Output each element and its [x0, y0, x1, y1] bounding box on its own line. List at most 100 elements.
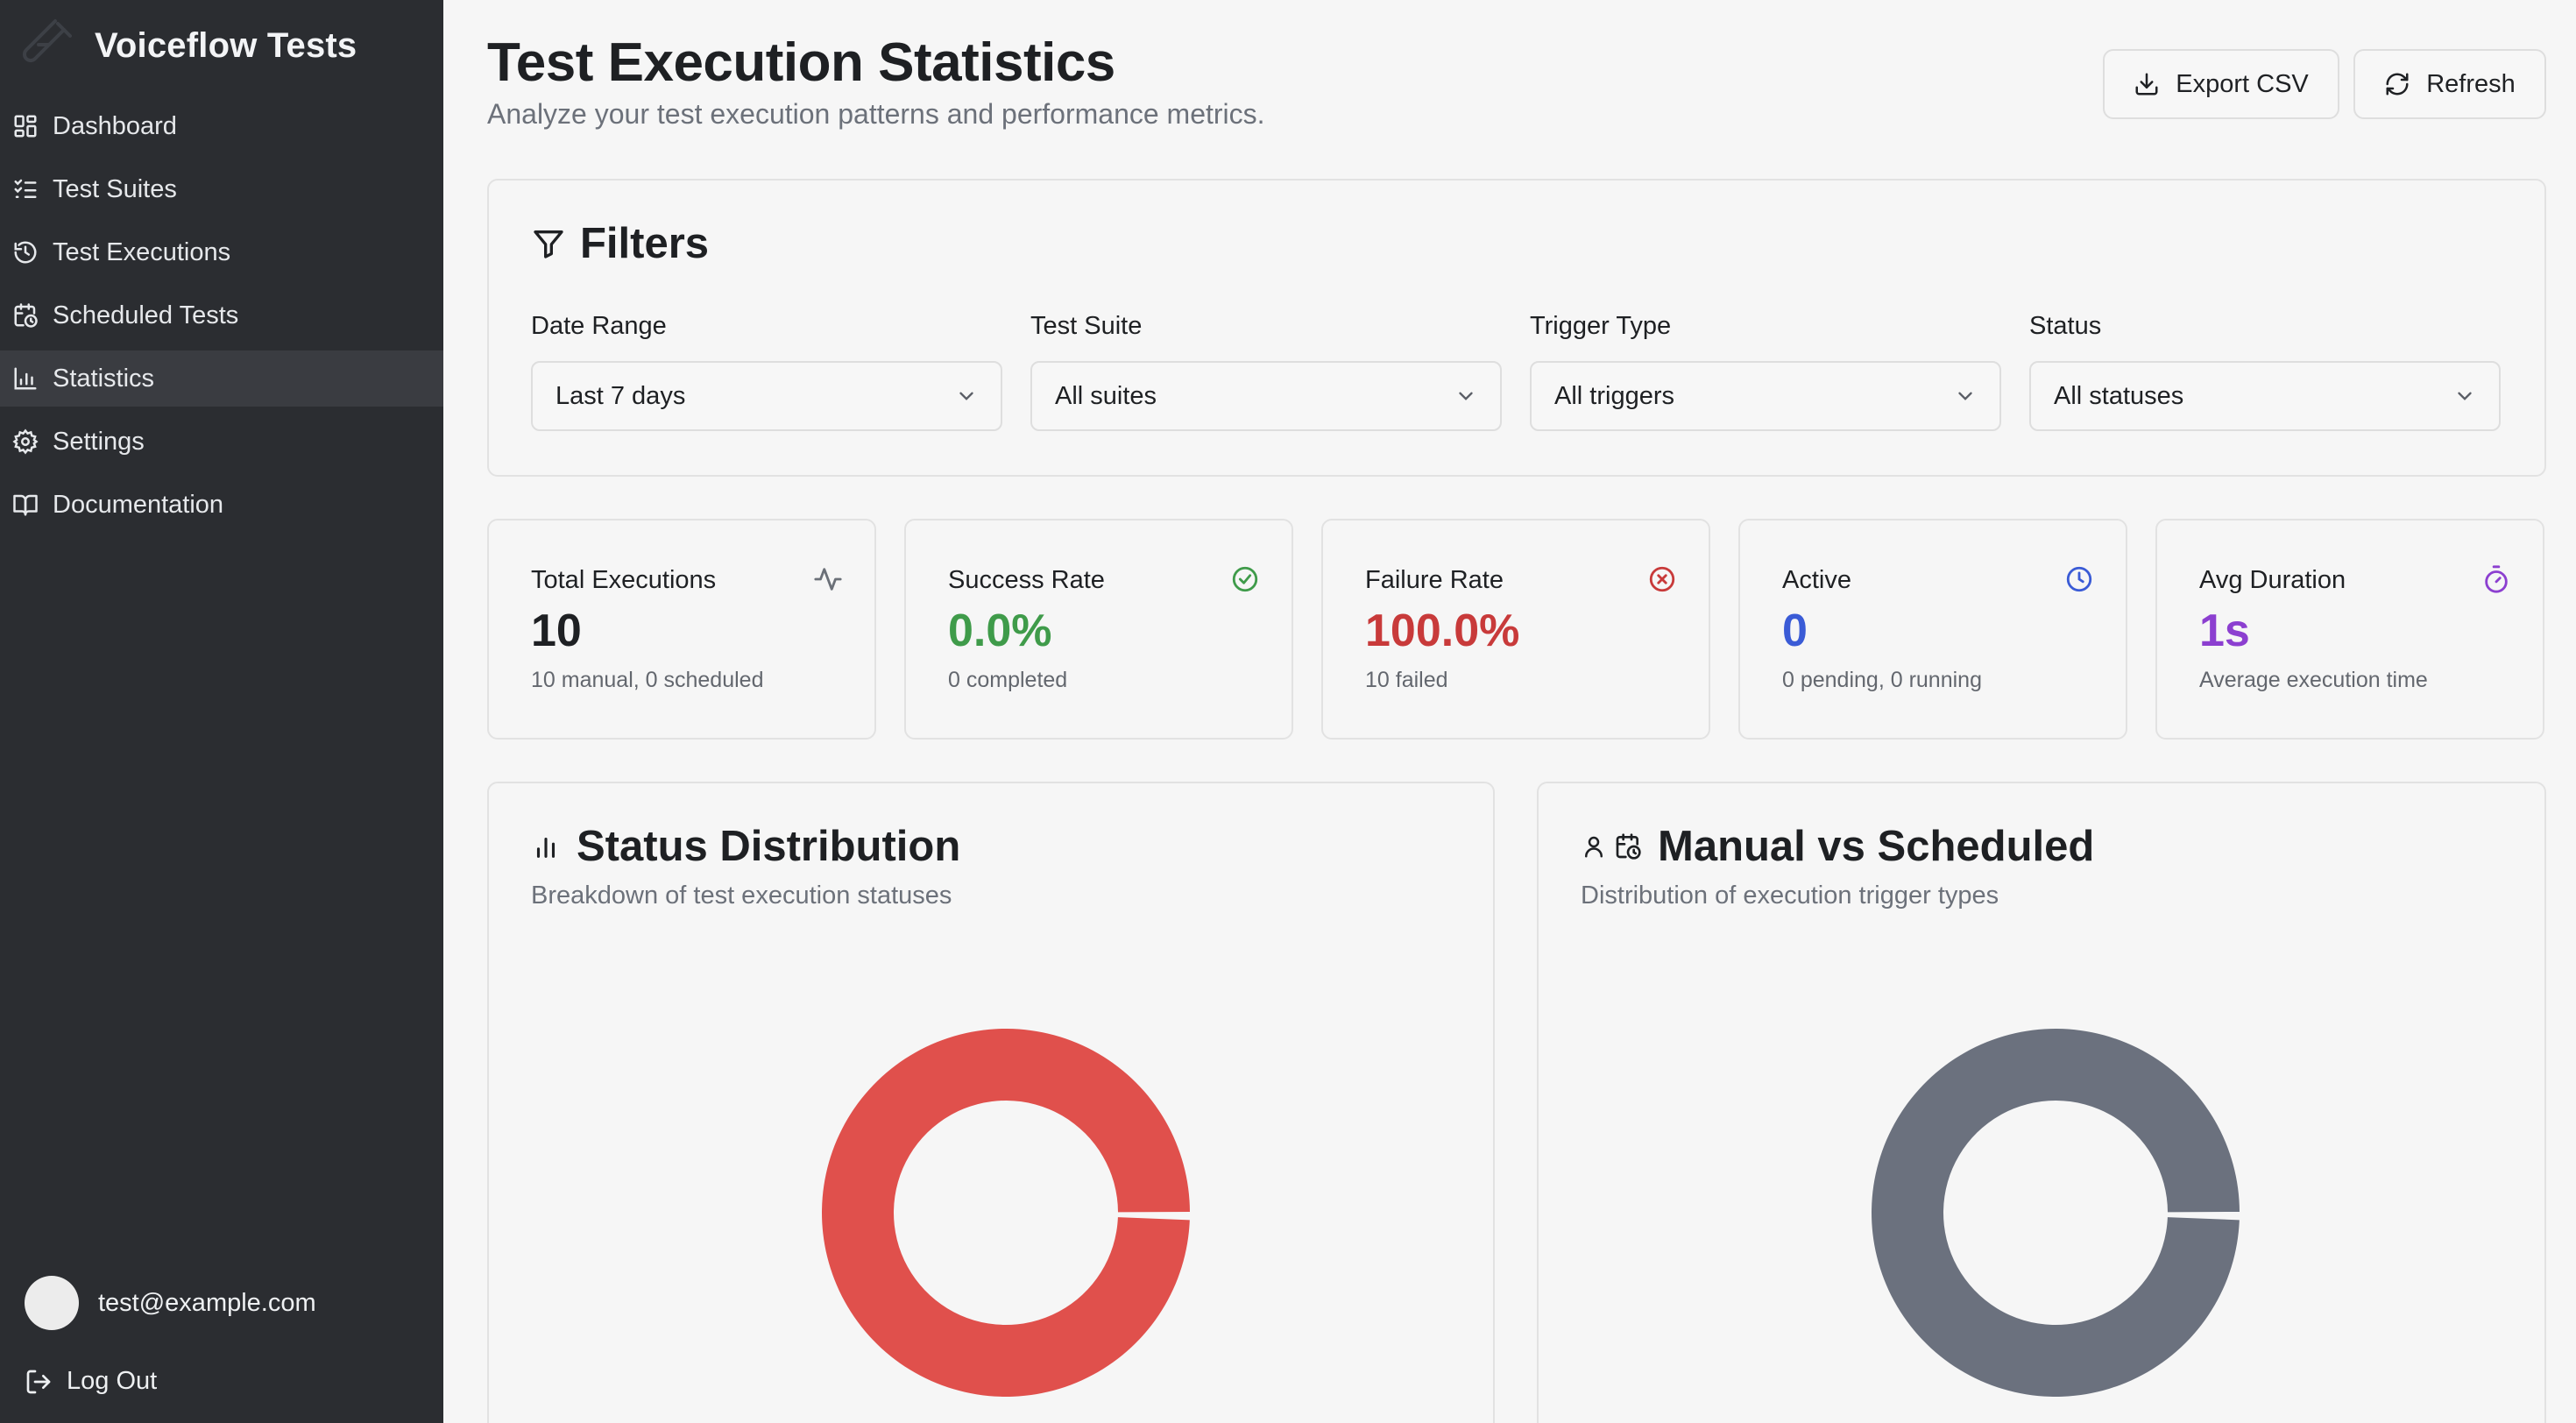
donut-slice-manual[interactable] — [1872, 1029, 2240, 1397]
trigger-type-filter: Trigger Type All triggers — [1530, 312, 2001, 431]
book-icon — [12, 492, 39, 518]
date-range-select[interactable]: Last 7 days — [531, 361, 1002, 431]
manual-vs-scheduled-title: Manual vs Scheduled — [1658, 823, 2095, 870]
sidebar-item-documentation[interactable]: Documentation — [0, 477, 443, 533]
gear-icon — [12, 428, 39, 455]
stat-label: Avg Duration — [2199, 566, 2346, 594]
trigger-type-value: All triggers — [1554, 381, 1674, 410]
manual-vs-scheduled-card: Manual vs Scheduled Distribution of exec… — [1537, 782, 2546, 1423]
calendar-clock-icon — [12, 302, 39, 329]
download-icon — [2134, 71, 2160, 97]
sidebar-item-label: Test Suites — [53, 174, 177, 203]
activity-icon — [813, 564, 843, 594]
test-suite-filter: Test Suite All suites — [1030, 312, 1502, 431]
user-profile[interactable]: test@example.com — [25, 1276, 316, 1330]
stat-value: 100.0% — [1365, 605, 1520, 656]
filters-header: Filters — [531, 219, 709, 268]
check-circle-icon — [1230, 564, 1260, 594]
status-distribution-card: Status Distribution Breakdown of test ex… — [487, 782, 1495, 1423]
app-title: Voiceflow Tests — [95, 25, 357, 65]
logout-label: Log Out — [67, 1367, 158, 1395]
calendar-clock-icon — [1614, 832, 1642, 860]
export-csv-button[interactable]: Export CSV — [2103, 49, 2339, 119]
manual-vs-scheduled-description: Distribution of execution trigger types — [1581, 881, 1999, 910]
manual-vs-scheduled-donut-chart — [1872, 1029, 2240, 1397]
refresh-label: Refresh — [2426, 69, 2516, 98]
list-check-icon — [12, 176, 39, 202]
stat-card-failure-rate: Failure Rate 100.0% 10 failed — [1321, 519, 1710, 740]
status-filter: Status All statuses — [2029, 312, 2501, 431]
stat-label: Total Executions — [531, 566, 717, 594]
status-distribution-title: Status Distribution — [577, 823, 961, 870]
sidebar-item-test-executions[interactable]: Test Executions — [0, 224, 443, 280]
sidebar-item-label: Settings — [53, 427, 145, 456]
manual-vs-scheduled-header: Manual vs Scheduled — [1581, 822, 2094, 871]
stat-subtext: 10 manual, 0 scheduled — [531, 668, 764, 692]
brand[interactable]: Voiceflow Tests — [21, 16, 357, 75]
filters-card: Filters Date Range Last 7 days Test Suit… — [487, 179, 2546, 477]
stat-value: 1s — [2199, 605, 2250, 656]
trigger-type-label: Trigger Type — [1530, 312, 1672, 340]
filter-icon — [531, 226, 566, 261]
stat-card-active: Active 0 0 pending, 0 running — [1738, 519, 2127, 740]
stat-subtext: 0 pending, 0 running — [1782, 668, 1982, 692]
stat-subtext: 0 completed — [948, 668, 1068, 692]
stat-label: Failure Rate — [1365, 566, 1504, 594]
page-subtitle: Analyze your test execution patterns and… — [487, 98, 1265, 130]
sidebar-item-label: Documentation — [53, 490, 224, 519]
test-suite-label: Test Suite — [1030, 312, 1143, 340]
sidebar-item-settings[interactable]: Settings — [0, 414, 443, 470]
sidebar-item-label: Dashboard — [53, 111, 177, 140]
stat-value: 0.0% — [948, 605, 1052, 656]
stat-value: 0 — [1782, 605, 1808, 656]
refresh-button[interactable]: Refresh — [2353, 49, 2546, 119]
date-range-label: Date Range — [531, 312, 667, 340]
sidebar-item-test-suites[interactable]: Test Suites — [0, 161, 443, 217]
filters-title: Filters — [580, 220, 710, 267]
sidebar-nav: Dashboard Test Suites Test Executions — [0, 98, 443, 540]
user-email: test@example.com — [98, 1288, 316, 1317]
user-icon — [1581, 833, 1607, 860]
status-value: All statuses — [2054, 381, 2184, 410]
chevron-down-icon — [1454, 385, 1477, 407]
sidebar-item-label: Scheduled Tests — [53, 301, 239, 329]
status-label: Status — [2029, 312, 2102, 340]
sidebar-item-label: Statistics — [53, 364, 155, 393]
bar-chart-icon — [12, 365, 39, 392]
stat-label: Active — [1782, 566, 1851, 594]
stat-card-success-rate: Success Rate 0.0% 0 completed — [904, 519, 1293, 740]
export-csv-label: Export CSV — [2176, 69, 2309, 98]
stat-subtext: 10 failed — [1365, 668, 1448, 692]
page-title: Test Execution Statistics — [487, 32, 1115, 93]
status-distribution-description: Breakdown of test execution statuses — [531, 881, 952, 910]
test-suite-value: All suites — [1055, 381, 1157, 410]
x-circle-icon — [1647, 564, 1677, 594]
donut-slice-failed[interactable] — [822, 1029, 1190, 1397]
sidebar-item-dashboard[interactable]: Dashboard — [0, 98, 443, 154]
bar-chart-icon — [531, 832, 561, 861]
test-tube-icon — [21, 18, 75, 73]
status-distribution-header: Status Distribution — [531, 822, 960, 871]
stat-label: Success Rate — [948, 566, 1105, 594]
sidebar-item-scheduled-tests[interactable]: Scheduled Tests — [0, 287, 443, 343]
chevron-down-icon — [2453, 385, 2476, 407]
sidebar: Voiceflow Tests Dashboard Test Suites — [0, 0, 443, 1423]
trigger-type-select[interactable]: All triggers — [1530, 361, 2001, 431]
chevron-down-icon — [955, 385, 978, 407]
history-icon — [12, 239, 39, 265]
chevron-down-icon — [1954, 385, 1977, 407]
date-range-value: Last 7 days — [556, 381, 686, 410]
stat-value: 10 — [531, 605, 582, 656]
sidebar-item-statistics[interactable]: Statistics — [0, 350, 443, 407]
timer-icon — [2481, 564, 2511, 594]
stat-subtext: Average execution time — [2199, 668, 2428, 692]
stat-card-avg-duration: Avg Duration 1s Average execution time — [2155, 519, 2544, 740]
avatar — [25, 1276, 79, 1330]
stat-card-total-executions: Total Executions 10 10 manual, 0 schedul… — [487, 519, 876, 740]
dashboard-icon — [12, 113, 39, 139]
test-suite-select[interactable]: All suites — [1030, 361, 1502, 431]
status-select[interactable]: All statuses — [2029, 361, 2501, 431]
logout-button[interactable]: Log Out — [25, 1367, 157, 1396]
refresh-icon — [2384, 71, 2410, 97]
clock-icon — [2064, 564, 2094, 594]
